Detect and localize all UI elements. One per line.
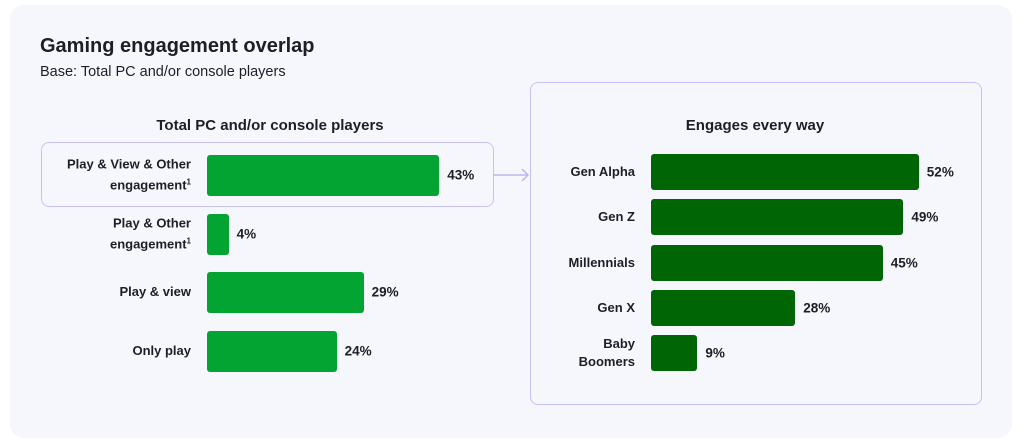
- page-subtitle: Base: Total PC and/or console players: [40, 64, 286, 80]
- bar: [651, 154, 919, 190]
- value-label: 29%: [371, 284, 399, 300]
- bar: [207, 213, 229, 255]
- category-label: Gen X: [597, 300, 635, 315]
- bar: [651, 335, 698, 371]
- category-label: Millennials: [568, 255, 635, 270]
- right-chart-box: [530, 82, 982, 405]
- category-label: Baby Boomers: [578, 336, 635, 369]
- category-label: Only play: [132, 343, 191, 358]
- value-label: 43%: [447, 167, 475, 183]
- value-label: 28%: [803, 300, 831, 316]
- right-chart-title: Engages every way: [685, 117, 825, 134]
- page-title: Gaming engagement overlap: [40, 35, 315, 57]
- category-label: Play & view: [119, 284, 191, 299]
- bar: [651, 290, 796, 326]
- category-label: Play & Other engagement1: [109, 215, 191, 252]
- value-label: 24%: [344, 343, 372, 359]
- value-label: 9%: [705, 345, 725, 361]
- bar: [207, 271, 364, 313]
- left-chart-title: Total PC and/or console players: [156, 117, 384, 134]
- category-label: Gen Alpha: [570, 164, 635, 179]
- bar: [651, 199, 904, 235]
- value-label: 4%: [236, 226, 257, 242]
- value-label: 45%: [890, 255, 918, 271]
- category-label: Gen Z: [598, 209, 635, 224]
- bar: [207, 330, 337, 372]
- category-label: Play & View & Other engagement1: [66, 156, 191, 193]
- value-label: 49%: [911, 209, 939, 225]
- bar: [651, 245, 883, 281]
- bar: [207, 154, 440, 196]
- arrow-right-icon: [493, 168, 530, 182]
- value-label: 52%: [926, 164, 954, 180]
